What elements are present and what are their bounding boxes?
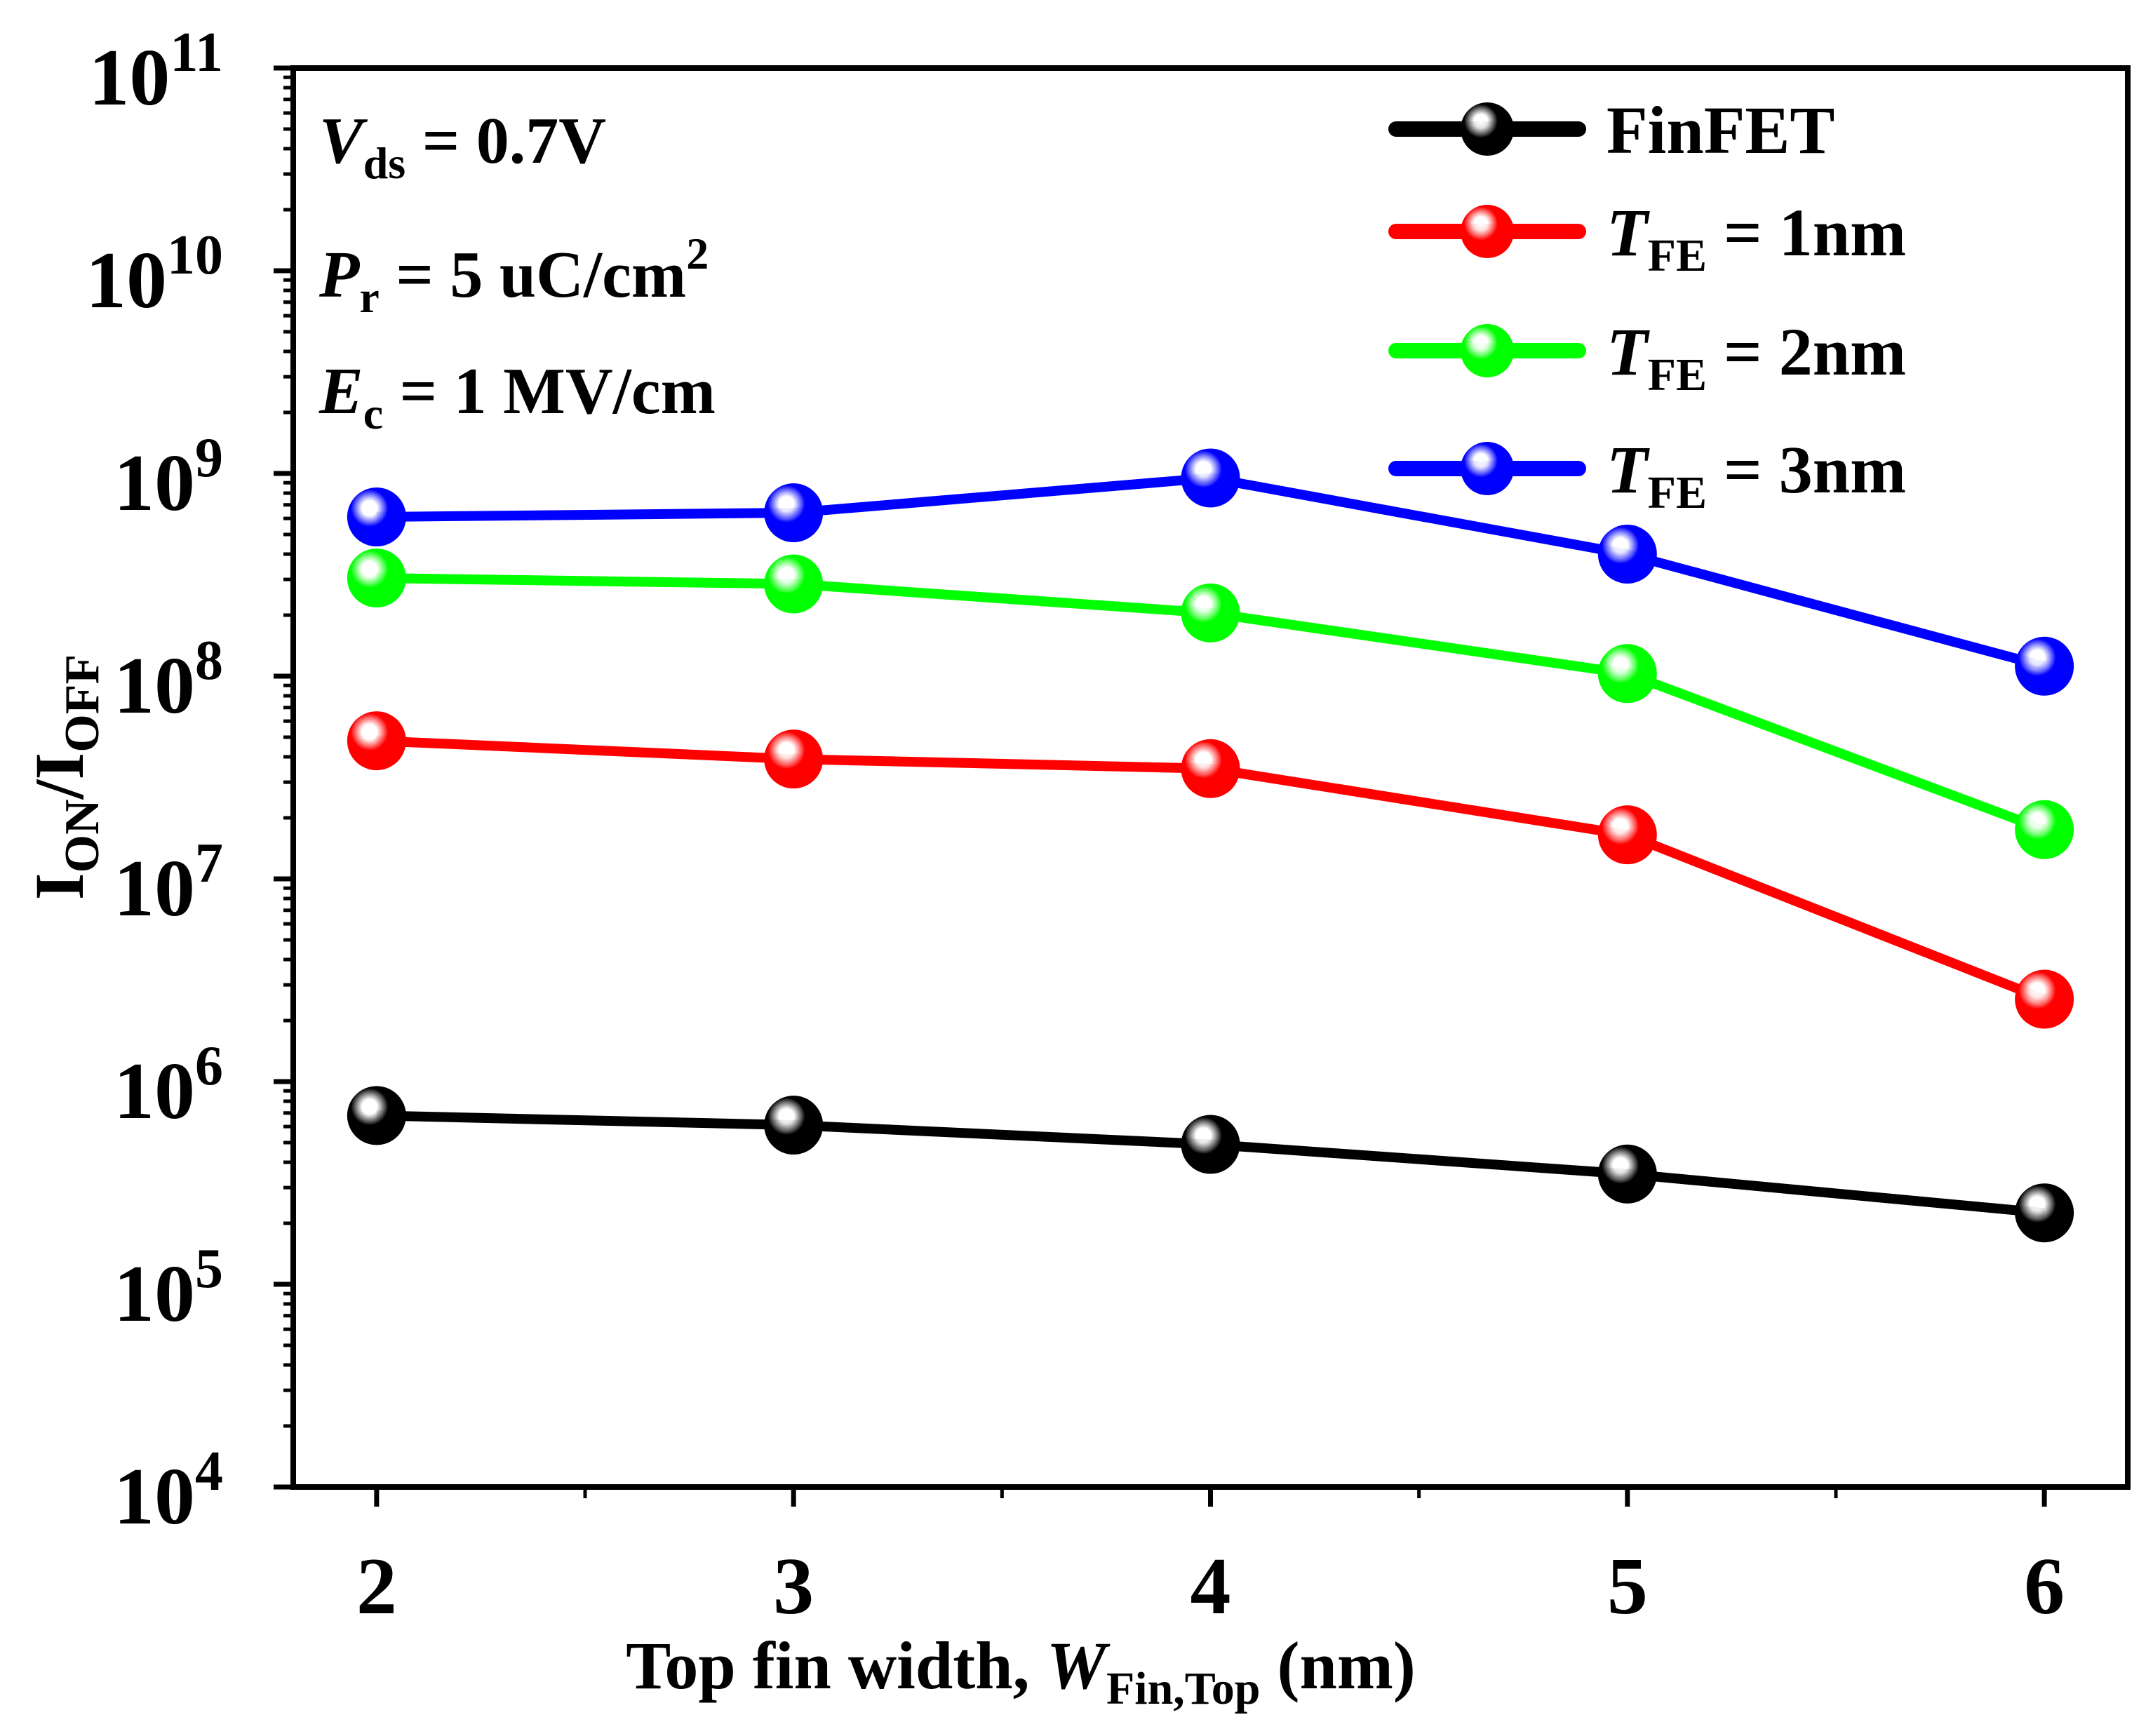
data-point-1-4 [2015,969,2074,1029]
x-tick-label: 4 [1190,1542,1231,1631]
x-tick-label: 2 [356,1542,397,1631]
legend-marker-tfe-1nm [1461,205,1514,258]
legend-marker-tfe-3nm [1461,442,1514,495]
legend-marker-tfe-2nm [1461,324,1514,377]
data-point-1-1 [764,729,824,789]
legend-marker-finfet [1461,102,1514,156]
data-point-2-0 [347,549,406,608]
data-point-2-3 [1597,644,1657,704]
data-point-0-2 [1181,1115,1240,1174]
data-point-0-0 [347,1086,406,1145]
y-tick-label: 109 [114,427,223,528]
data-point-2-4 [2015,800,2074,859]
axis-ticks [274,65,2047,1507]
data-point-3-3 [1597,525,1657,584]
data-point-1-2 [1181,739,1240,798]
data-point-2-2 [1181,583,1240,642]
data-point-1-0 [347,711,406,771]
legend-label-tfe-1nm: TFE = 1nm [1607,195,1906,281]
legend-label-tfe-2nm: TFE = 2nm [1607,314,1906,401]
legend-entry-tfe-2nm: TFE = 2nm [1388,314,1906,401]
y-tick-labels: 104 105 106 107 108 109 1010 1011 [86,22,223,1542]
y-axis-label: ION/IOFF [20,654,109,901]
annotation-vds: Vds = 0.7V [319,105,606,188]
data-point-0-4 [2015,1183,2074,1243]
annotation-ec: Ec = 1 MV/cm [318,355,716,438]
data-point-0-1 [764,1096,824,1155]
data-point-0-3 [1597,1144,1657,1204]
x-axis-label: Top fin width, WFin,Top (nm) [626,1628,1416,1714]
data-point-1-3 [1597,805,1657,865]
data-point-3-4 [2015,636,2074,696]
y-tick-label: 104 [114,1441,223,1542]
y-tick-label: 106 [114,1035,223,1136]
x-tick-label: 6 [2024,1542,2065,1631]
y-tick-label: 108 [114,630,223,731]
data-point-3-2 [1181,448,1240,508]
legend: FinFET TFE = 1nm TFE = 2nm TFE = 3nm [1388,93,1906,518]
data-point-3-1 [764,483,824,543]
annotation-pr: Pr = 5 uC/cm2 [318,229,709,322]
data-point-2-1 [764,554,824,614]
x-tick-labels: 2 3 4 5 6 [356,1542,2065,1631]
legend-entry-tfe-1nm: TFE = 1nm [1388,195,1906,281]
x-tick-label: 3 [773,1542,814,1631]
legend-entry-finfet: FinFET [1388,93,1835,168]
y-tick-label: 1010 [86,224,223,325]
data-point-3-0 [347,487,406,547]
y-tick-label: 105 [114,1238,223,1339]
legend-entry-tfe-3nm: TFE = 3nm [1388,432,1906,518]
y-tick-label: 107 [114,833,223,934]
series-layer [347,448,2074,1243]
legend-label-finfet: FinFET [1607,93,1835,168]
legend-label-tfe-3nm: TFE = 3nm [1607,432,1906,518]
x-tick-label: 5 [1607,1542,1648,1631]
y-tick-label: 1011 [88,22,223,123]
